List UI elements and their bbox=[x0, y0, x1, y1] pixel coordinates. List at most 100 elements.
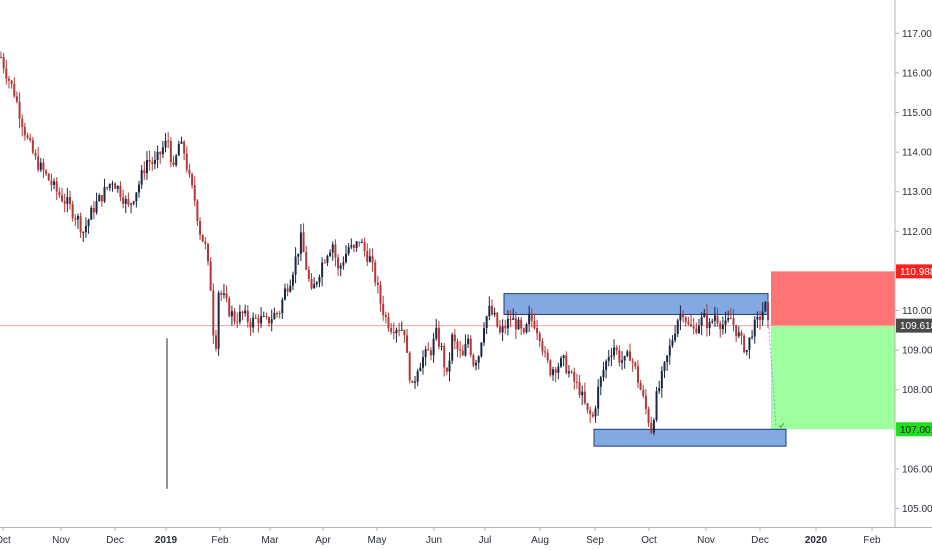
support-zone-rect[interactable] bbox=[593, 428, 787, 447]
candle-body bbox=[705, 313, 708, 328]
candle-body bbox=[180, 141, 183, 144]
candle-body bbox=[626, 351, 629, 356]
candle-body bbox=[339, 265, 342, 269]
time-axis[interactable]: Oct Nov Dec 2019 Feb Mar Apr May Jun Jul Aug Sep Oct… bbox=[0, 527, 932, 546]
take-profit-zone[interactable] bbox=[771, 325, 895, 430]
candle-body bbox=[127, 198, 130, 205]
candle-body bbox=[690, 324, 693, 327]
candle-body bbox=[411, 380, 414, 383]
candle-body bbox=[501, 326, 504, 333]
candle-body bbox=[512, 318, 515, 320]
candle-body bbox=[684, 317, 687, 322]
candle-body bbox=[488, 305, 491, 317]
candle-body bbox=[525, 324, 528, 333]
candle-body bbox=[445, 367, 448, 372]
candle-body bbox=[743, 335, 746, 353]
candle-body bbox=[18, 101, 21, 119]
candle-body bbox=[225, 293, 228, 299]
candle-body bbox=[435, 327, 438, 339]
price-tick-label: 117.000 bbox=[902, 29, 932, 40]
candle-body bbox=[108, 183, 111, 188]
candle-body bbox=[23, 126, 26, 136]
time-tick-label: Apr bbox=[315, 535, 331, 546]
candle-body bbox=[58, 191, 61, 196]
candle-body bbox=[719, 323, 722, 330]
candle-body bbox=[538, 333, 541, 342]
candle-body bbox=[514, 318, 517, 330]
candle-body bbox=[366, 251, 369, 262]
candle-body bbox=[87, 219, 90, 226]
stop-loss-zone[interactable] bbox=[771, 271, 895, 326]
candle-body bbox=[453, 334, 456, 342]
candle-body bbox=[748, 337, 751, 350]
candle-body bbox=[395, 329, 398, 334]
time-tick-label: Dec bbox=[106, 535, 124, 546]
candle-body bbox=[352, 245, 355, 248]
candle-body bbox=[268, 316, 271, 324]
candle-body bbox=[745, 349, 748, 353]
candle-body bbox=[549, 360, 552, 376]
price-axis[interactable]: 105.000106.000107.000108.000109.000110.0… bbox=[894, 0, 932, 527]
candle-body bbox=[262, 316, 265, 318]
candle-body bbox=[700, 317, 703, 326]
candle-body bbox=[546, 352, 549, 361]
price-tick-label: 105.000 bbox=[902, 504, 932, 515]
candle-body bbox=[297, 253, 300, 257]
candle-body bbox=[193, 185, 196, 201]
candle-body bbox=[196, 200, 199, 222]
price-tick-label: 116.000 bbox=[902, 68, 932, 79]
candle-body bbox=[0, 57, 2, 59]
candle-body bbox=[145, 160, 148, 174]
candle-body bbox=[151, 161, 154, 164]
price-tick-label: 112.000 bbox=[902, 227, 932, 238]
candle-body bbox=[713, 315, 716, 321]
time-tick-label: Jul bbox=[479, 535, 492, 546]
candle-body bbox=[721, 324, 724, 330]
time-tick-label: 2019 bbox=[155, 535, 178, 546]
zones[interactable] bbox=[503, 293, 787, 447]
candle-body bbox=[305, 252, 308, 270]
price-badge-label-stop: 110.988 bbox=[900, 267, 932, 278]
candle-body bbox=[724, 320, 727, 325]
candle-body bbox=[631, 360, 634, 363]
candle-body bbox=[419, 367, 422, 372]
candle-body bbox=[575, 381, 578, 383]
candle-body bbox=[374, 262, 377, 283]
candle-body bbox=[313, 284, 316, 289]
candle-body bbox=[737, 332, 740, 337]
candle-body bbox=[254, 317, 257, 319]
candle-body bbox=[5, 68, 8, 79]
candle-body bbox=[493, 312, 496, 315]
candle-body bbox=[161, 147, 164, 155]
candle-body bbox=[498, 326, 501, 333]
candle-body bbox=[647, 408, 650, 424]
candle-body bbox=[416, 371, 419, 382]
candle-body bbox=[201, 234, 204, 242]
candle-body bbox=[63, 201, 66, 204]
candle-body bbox=[387, 317, 390, 329]
candle-body bbox=[682, 314, 685, 318]
candle-body bbox=[655, 391, 658, 421]
candle-body bbox=[53, 181, 56, 185]
candle-body bbox=[342, 262, 345, 266]
price-badge-target bbox=[896, 422, 932, 437]
candle-body bbox=[7, 78, 10, 81]
trade-position-tool[interactable] bbox=[768, 271, 895, 430]
candle-body bbox=[421, 357, 424, 368]
candle-body bbox=[427, 349, 430, 351]
time-tick-label: 2020 bbox=[805, 535, 828, 546]
candle-body bbox=[135, 192, 138, 202]
candle-body bbox=[485, 316, 488, 328]
candle-body bbox=[390, 328, 393, 333]
candle-body bbox=[257, 318, 260, 324]
time-tick-label: Nov bbox=[697, 535, 715, 546]
candle-body bbox=[204, 241, 207, 244]
candle-body bbox=[191, 174, 194, 186]
candle-body bbox=[188, 169, 191, 175]
candle-body bbox=[119, 186, 122, 198]
candle-body bbox=[586, 403, 589, 410]
candle-body bbox=[100, 195, 103, 202]
candle-body bbox=[562, 355, 565, 359]
candle-body bbox=[554, 369, 557, 373]
